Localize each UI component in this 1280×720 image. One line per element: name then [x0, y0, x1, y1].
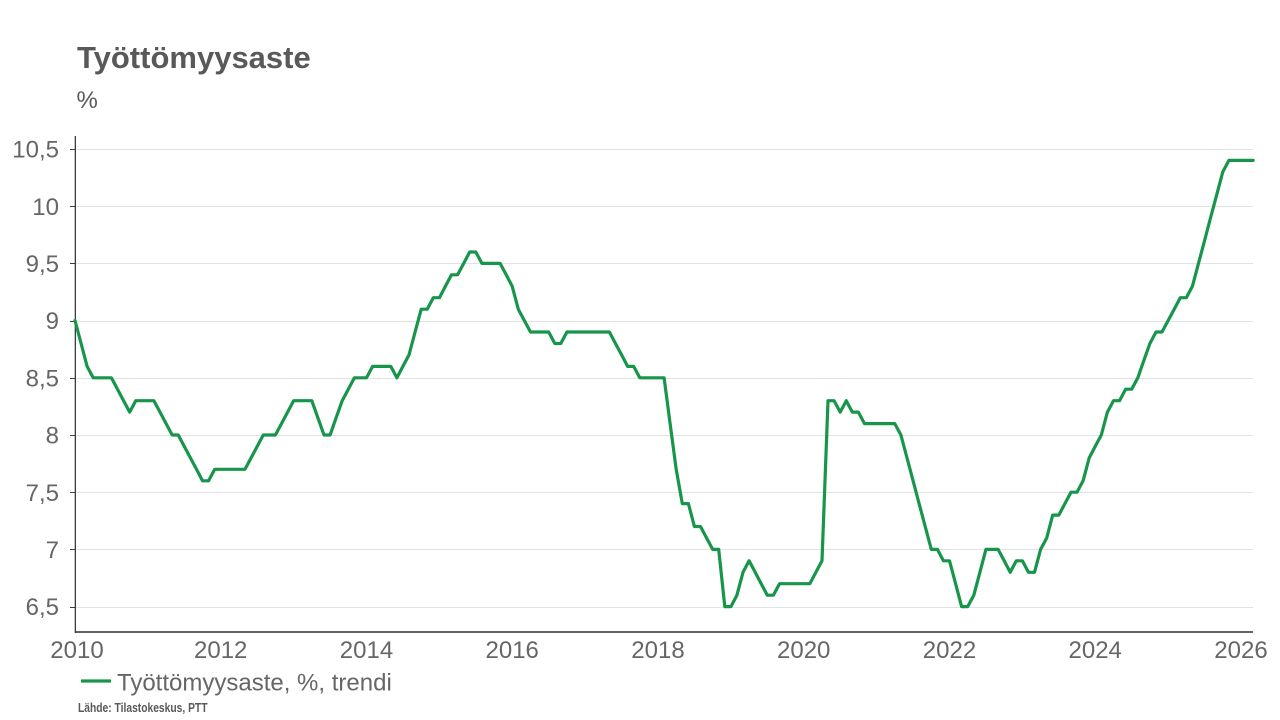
svg-text:6,5: 6,5 — [26, 594, 59, 621]
svg-text:7: 7 — [46, 537, 59, 564]
svg-text:10: 10 — [32, 194, 59, 221]
svg-text:2024: 2024 — [1069, 637, 1122, 664]
svg-text:7,5: 7,5 — [26, 480, 59, 507]
svg-text:2010: 2010 — [50, 637, 103, 664]
svg-text:2022: 2022 — [923, 637, 976, 664]
svg-text:Työttömyysaste: Työttömyysaste — [77, 40, 311, 75]
svg-text:9: 9 — [46, 308, 59, 335]
svg-text:10,5: 10,5 — [12, 137, 59, 164]
svg-text:2016: 2016 — [486, 637, 539, 664]
svg-text:2020: 2020 — [777, 637, 830, 664]
svg-text:Työttömyysaste, %, trendi: Työttömyysaste, %, trendi — [117, 670, 392, 697]
svg-text:8: 8 — [46, 423, 59, 450]
svg-text:8,5: 8,5 — [26, 365, 59, 392]
svg-text:2014: 2014 — [340, 637, 393, 664]
svg-text:Lähde: Tilastokeskus, PTT: Lähde: Tilastokeskus, PTT — [78, 700, 208, 715]
svg-text:9,5: 9,5 — [26, 251, 59, 278]
svg-text:2018: 2018 — [631, 637, 684, 664]
svg-text:2026: 2026 — [1214, 637, 1267, 664]
svg-text:%: % — [77, 87, 98, 114]
svg-text:2012: 2012 — [194, 637, 247, 664]
